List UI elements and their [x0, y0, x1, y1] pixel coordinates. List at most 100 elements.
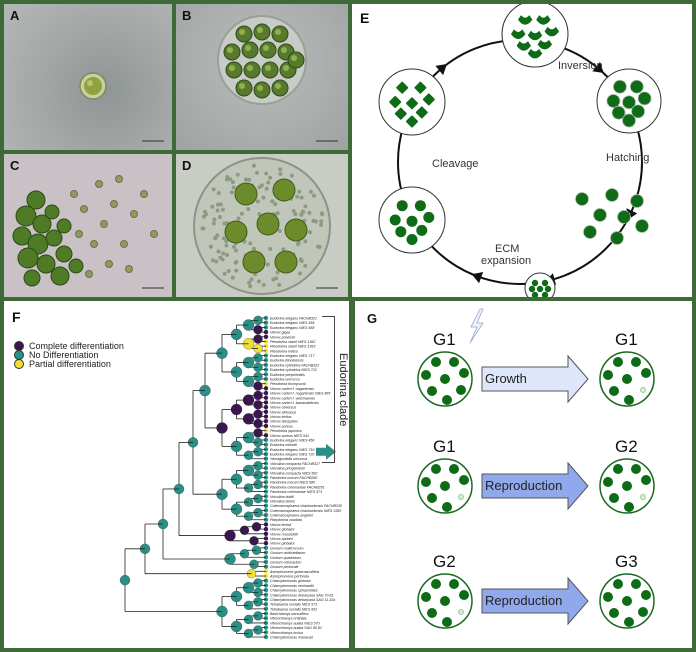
life-cycle-diagram: [352, 4, 692, 297]
cell-icon: [449, 464, 459, 474]
cell-icon: [631, 464, 641, 474]
tip-label: Tetrabaena socialis NIES 571: [270, 603, 317, 607]
tip-label: Volvulina compacta NIES 582: [270, 471, 317, 475]
cell-icon: [459, 590, 469, 600]
generation-label-from: G1: [433, 437, 456, 457]
tip-label: Volvox obversus: [270, 406, 296, 410]
cell-icon: [449, 357, 459, 367]
cell-icon: [641, 475, 651, 485]
daughter-colony: [257, 213, 279, 235]
cell-icon: [449, 579, 459, 589]
panel-label: G: [367, 311, 377, 326]
clade-bracket: [322, 316, 335, 463]
juvenile-colony-icon: [638, 92, 651, 105]
dispersed-colonies-image: [4, 154, 172, 297]
cell-icon: [397, 200, 408, 211]
embryo-icon: [512, 31, 524, 38]
tip-label: Pleodorina japonica: [270, 429, 302, 433]
tip-label: Volvox ferrisii: [270, 523, 291, 527]
cell-icon: [440, 481, 450, 491]
tip-label: Colemanosphaera charkowiensis NIES 3382: [270, 509, 341, 513]
cell-icon: [603, 592, 613, 602]
cell-icon: [631, 357, 641, 367]
embryo-icon: [546, 28, 558, 35]
panel-label: B: [182, 8, 191, 23]
tip-label: Volvox barberi: [270, 537, 293, 541]
panel-label: D: [182, 158, 191, 173]
cell-icon: [407, 216, 418, 227]
tip-label: Volvox carteri f. kawasakiensis: [270, 401, 319, 405]
colony: [131, 211, 138, 218]
daughter-colony: [285, 219, 307, 241]
tip-label: Eudorina elegans NIES 719: [270, 448, 314, 452]
tip-label: Volvulina boldii: [270, 495, 294, 499]
tip-label: Chlamydomonas debaryana SAG 11.32a: [270, 598, 335, 602]
colony: [121, 241, 128, 248]
panel-label: E: [360, 10, 369, 26]
juvenile-colony-icon: [612, 106, 625, 119]
tip-label: Eudorina elegans NIES 456: [270, 438, 314, 442]
released-colony-icon: [631, 195, 644, 208]
tip-label: Volvox tertius: [270, 415, 292, 419]
tip-label: Pleodorina starrii NIES 1363: [270, 345, 315, 349]
colony-16-cell-image: [176, 4, 348, 150]
colony: [86, 271, 93, 278]
tip-label: Colemanosphaera charkowiensis FACHB330: [270, 504, 342, 508]
cell-icon: [624, 395, 634, 405]
panel-d-micrograph: D: [176, 154, 348, 297]
panel-e-life-cycle: E Inversion Hatching ECM expansion Cleav…: [352, 4, 692, 297]
cell-icon: [427, 493, 437, 503]
cell-icon: [622, 596, 632, 606]
colony: [116, 176, 123, 183]
tip-label: Eudorina elegans NIES 458: [270, 321, 314, 325]
embryo-icon: [539, 41, 551, 48]
cell-icon: [613, 464, 623, 474]
stage-label-inversion: Inversion: [558, 60, 603, 72]
clade-label: Eudorina clade: [336, 317, 349, 462]
single-cell-image: [4, 4, 172, 150]
damaged-cell-icon: [641, 495, 646, 500]
tip-label: Yamagishiella unicocca: [270, 457, 307, 461]
released-colony-icon: [611, 232, 624, 245]
tip-label: Vitreochlamys aulata SAG 80.81: [270, 626, 322, 630]
colony: [69, 259, 83, 273]
released-colony-icon: [618, 211, 631, 224]
cell-icon: [537, 286, 543, 292]
damaged-cell-icon: [641, 388, 646, 393]
cell-icon: [609, 493, 619, 503]
colony: [45, 205, 59, 219]
generation-label-to: G1: [615, 330, 638, 350]
cell-icon: [459, 475, 469, 485]
released-colony-icon: [584, 226, 597, 239]
stage-label-hatching: Hatching: [606, 152, 649, 164]
cell-icon: [609, 386, 619, 396]
embryo-icon: [519, 17, 531, 24]
tip-label: Volvox carteri f. weismannia: [270, 396, 315, 400]
colony: [81, 206, 88, 213]
cell-icon: [407, 234, 418, 245]
cell-icon: [613, 579, 623, 589]
cell-icon: [641, 368, 651, 378]
tip-label: Volvulina pringsheimii: [270, 467, 305, 471]
ancestral-state-node: [120, 575, 130, 585]
generation-label-to: G2: [615, 437, 638, 457]
released-colony-icon: [636, 220, 649, 233]
tip-label: Eudorina cylindrica NIES 722: [270, 368, 317, 372]
cell-icon: [542, 280, 548, 286]
cell-icon: [427, 608, 437, 618]
tip-label: Chlamydomonas moewusii: [270, 636, 313, 640]
tip-label: Eudorina elegans NIES 720: [270, 453, 314, 457]
cell-icon: [431, 357, 441, 367]
process-label: Reproduction: [485, 593, 562, 608]
tip-label: Volvox rousseletii: [270, 532, 298, 536]
tip-label: Pleodorina thompsonii: [270, 382, 306, 386]
cell-icon: [395, 226, 406, 237]
panel-b-micrograph: B: [176, 4, 348, 150]
stage-label-ecm-line1: ECM: [495, 243, 519, 255]
embryo-icon: [529, 32, 541, 39]
cell-icon: [427, 386, 437, 396]
colony: [141, 191, 148, 198]
process-label: Reproduction: [485, 478, 562, 493]
colony: [126, 266, 133, 273]
tip-label: Astrephomene perforata: [269, 575, 309, 579]
